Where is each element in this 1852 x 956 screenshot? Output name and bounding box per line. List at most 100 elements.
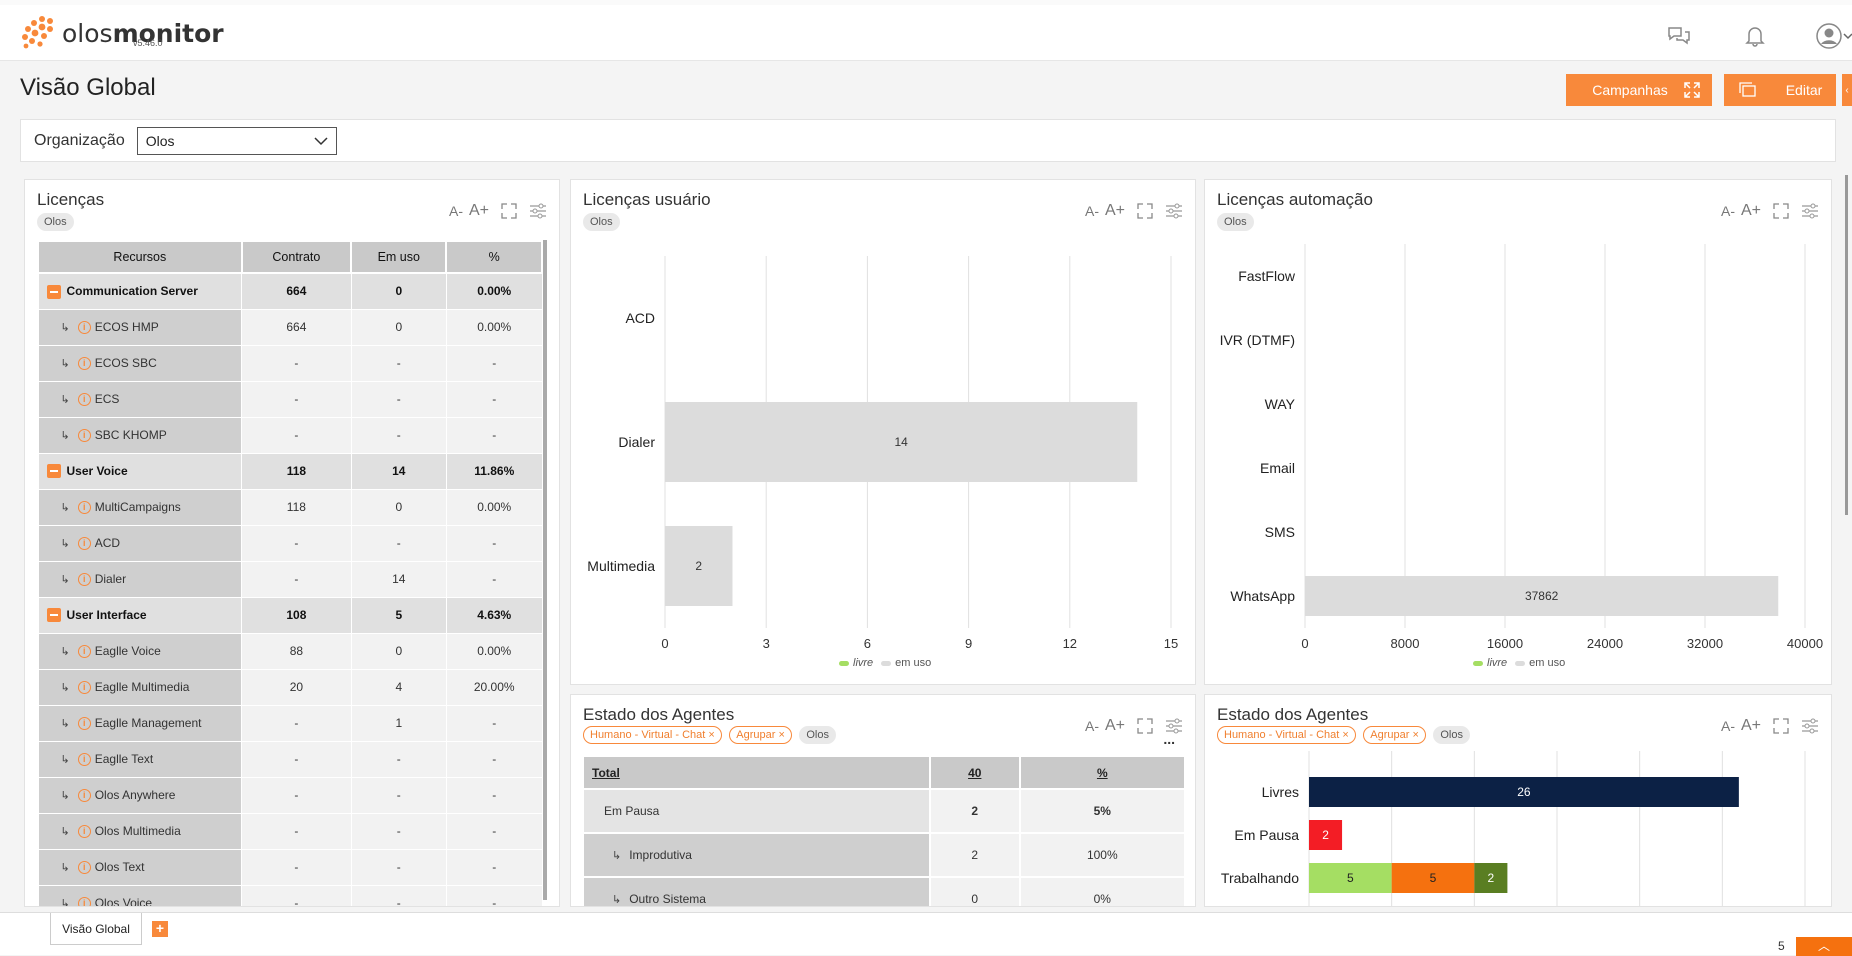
expand-icon[interactable] bbox=[1773, 203, 1789, 219]
font-decrease-button[interactable]: A- bbox=[1084, 203, 1099, 219]
info-icon[interactable]: i bbox=[77, 789, 91, 803]
font-increase-button[interactable]: A+ bbox=[1740, 717, 1761, 734]
table-row[interactable]: ↳ i Eaglle Multimedia 20 4 20.00% bbox=[37, 668, 543, 706]
chat-icon[interactable] bbox=[1666, 23, 1692, 49]
tab-visao-global[interactable]: Visão Global bbox=[50, 913, 142, 945]
table-row[interactable]: ↳ i Olos Text - - - bbox=[37, 848, 543, 886]
app-logo[interactable]: olosmonitor bbox=[20, 15, 224, 51]
licencas-scrollbar[interactable] bbox=[543, 240, 547, 900]
table-row[interactable]: ↳ i Olos Anywhere - - - bbox=[37, 776, 543, 814]
collapse-icon[interactable] bbox=[46, 284, 61, 299]
font-decrease-button[interactable]: A- bbox=[1720, 203, 1735, 219]
stacked-bar-segment[interactable] bbox=[1474, 863, 1508, 893]
expand-icon[interactable] bbox=[1773, 718, 1789, 734]
table-row[interactable]: ↳ i SBC KHOMP - - - bbox=[37, 416, 543, 454]
font-decrease-button[interactable]: A- bbox=[1084, 718, 1099, 734]
info-icon[interactable]: i bbox=[77, 501, 91, 515]
col-recursos[interactable]: Recursos bbox=[37, 240, 243, 274]
settings-sliders-icon[interactable] bbox=[1165, 718, 1183, 734]
settings-sliders-icon[interactable] bbox=[529, 203, 547, 219]
info-icon[interactable]: i bbox=[77, 897, 91, 906]
licencas-table-wrap[interactable]: Recursos Contrato Em uso % Communication… bbox=[37, 240, 549, 906]
info-icon[interactable]: i bbox=[77, 429, 91, 443]
table-row[interactable]: ↳ i ACD - - - bbox=[37, 524, 543, 562]
agentes-header-pct[interactable]: % bbox=[1018, 755, 1186, 790]
table-row[interactable]: ↳ Improdutiva 2 100% bbox=[582, 832, 1186, 878]
table-row[interactable]: ↳ i Eaglle Management -1- bbox=[37, 704, 543, 742]
settings-sliders-icon[interactable] bbox=[1801, 203, 1819, 219]
info-icon[interactable]: i bbox=[77, 681, 91, 695]
font-increase-button[interactable]: A+ bbox=[1104, 202, 1125, 219]
legend-livre[interactable]: livre bbox=[1487, 657, 1508, 669]
fullscreen-button[interactable] bbox=[1672, 74, 1712, 106]
collapse-icon[interactable] bbox=[46, 608, 61, 623]
table-row[interactable]: ↳ i ECOS HMP 664 0 0.00% bbox=[37, 308, 543, 346]
stacked-bar-segment[interactable] bbox=[1391, 863, 1475, 893]
stacked-bar-segment[interactable] bbox=[1309, 777, 1739, 807]
font-decrease-button[interactable]: A- bbox=[448, 203, 463, 219]
table-row[interactable]: ↳ i Eaglle Voice 88 0 0.00% bbox=[37, 632, 543, 670]
info-icon[interactable]: i bbox=[77, 573, 91, 587]
info-icon[interactable]: i bbox=[77, 753, 91, 767]
table-row[interactable]: ↳ i Olos Multimedia - - - bbox=[37, 812, 543, 850]
col-pct[interactable]: % bbox=[445, 240, 543, 274]
agentes-header-count[interactable]: 40 bbox=[928, 755, 1021, 790]
agentes-header-total[interactable]: Total bbox=[582, 755, 931, 790]
expand-icon[interactable] bbox=[1137, 718, 1153, 734]
stacked-bar-segment[interactable] bbox=[1309, 820, 1343, 850]
font-increase-button[interactable]: A+ bbox=[1104, 717, 1125, 734]
settings-sliders-icon[interactable] bbox=[1165, 203, 1183, 219]
bar[interactable] bbox=[665, 526, 733, 606]
col-em-uso[interactable]: Em uso bbox=[350, 240, 448, 274]
info-icon[interactable]: i bbox=[77, 861, 91, 875]
info-icon[interactable]: i bbox=[77, 825, 91, 839]
bar[interactable] bbox=[665, 402, 1138, 482]
y-category-label: Dialer bbox=[618, 434, 655, 450]
more-options-icon[interactable]: ... bbox=[1163, 731, 1175, 747]
legend-em-uso[interactable]: em uso bbox=[895, 657, 932, 669]
legend-livre[interactable]: livre bbox=[853, 657, 874, 669]
editar-button[interactable]: Editar bbox=[1724, 74, 1836, 106]
add-tab-button[interactable]: + bbox=[152, 921, 168, 937]
table-row[interactable]: Em Pausa 2 5% bbox=[582, 788, 1186, 834]
table-row[interactable]: ↳ i Eaglle Text - - - bbox=[37, 740, 543, 778]
scroll-top-button[interactable]: ︿ bbox=[1796, 937, 1852, 956]
info-icon[interactable]: i bbox=[77, 645, 91, 659]
collapse-icon[interactable] bbox=[46, 464, 61, 479]
filter-tag-agrupar[interactable]: Agrupar × bbox=[1363, 726, 1426, 744]
bar[interactable] bbox=[1305, 576, 1779, 616]
expand-icon[interactable] bbox=[1137, 203, 1153, 219]
table-row[interactable]: ↳ i Olos Voice - - - bbox=[37, 884, 543, 906]
bell-icon[interactable] bbox=[1742, 23, 1768, 49]
table-row[interactable]: ↳ i Dialer -14- bbox=[37, 560, 543, 598]
collapse-panel-button[interactable]: ‹ bbox=[1842, 74, 1852, 106]
table-row[interactable]: ↳ i ECOS SBC - - - bbox=[37, 344, 543, 382]
table-row[interactable]: ↳ i ECS - - - bbox=[37, 380, 543, 418]
expand-icon[interactable] bbox=[501, 203, 517, 219]
settings-sliders-icon[interactable] bbox=[1801, 718, 1819, 734]
filter-tag-humano[interactable]: Humano - Virtual - Chat × bbox=[583, 726, 722, 744]
legend-em-uso[interactable]: em uso bbox=[1529, 657, 1566, 669]
filter-tag-agrupar[interactable]: Agrupar × bbox=[729, 726, 792, 744]
info-icon[interactable]: i bbox=[77, 717, 91, 731]
user-avatar-icon[interactable] bbox=[1816, 23, 1852, 49]
table-group-row[interactable]: Communication Server 664 0 0.00% bbox=[37, 272, 543, 310]
table-row[interactable]: ↳ i MultiCampaigns 118 0 0.00% bbox=[37, 488, 543, 526]
page-scrollbar[interactable] bbox=[1845, 175, 1848, 515]
info-icon[interactable]: i bbox=[77, 321, 91, 335]
row-label: Em Pausa bbox=[582, 788, 931, 834]
font-decrease-button[interactable]: A- bbox=[1720, 718, 1735, 734]
organizacao-select[interactable]: Olos bbox=[136, 126, 337, 155]
font-increase-button[interactable]: A+ bbox=[468, 202, 489, 219]
stacked-bar-segment[interactable] bbox=[1309, 863, 1392, 893]
table-group-row[interactable]: User Interface 108 5 4.63% bbox=[37, 596, 543, 634]
col-contrato[interactable]: Contrato bbox=[240, 240, 353, 274]
font-increase-button[interactable]: A+ bbox=[1740, 202, 1761, 219]
table-row[interactable]: ↳ Outro Sistema 0 0% bbox=[582, 876, 1186, 906]
info-icon[interactable]: i bbox=[77, 537, 91, 551]
info-icon[interactable]: i bbox=[77, 393, 91, 407]
filter-tag-humano[interactable]: Humano - Virtual - Chat × bbox=[1217, 726, 1356, 744]
agentes-table-wrap[interactable]: Total 40 % Em Pausa 2 5% ↳ Improdutiva 2 … bbox=[582, 755, 1186, 906]
info-icon[interactable]: i bbox=[77, 357, 91, 371]
table-group-row[interactable]: User Voice 118 14 11.86% bbox=[37, 452, 543, 490]
